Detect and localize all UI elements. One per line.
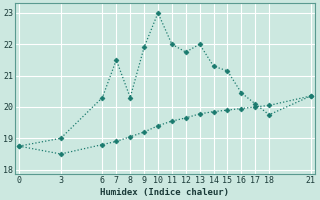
X-axis label: Humidex (Indice chaleur): Humidex (Indice chaleur) <box>100 188 229 197</box>
